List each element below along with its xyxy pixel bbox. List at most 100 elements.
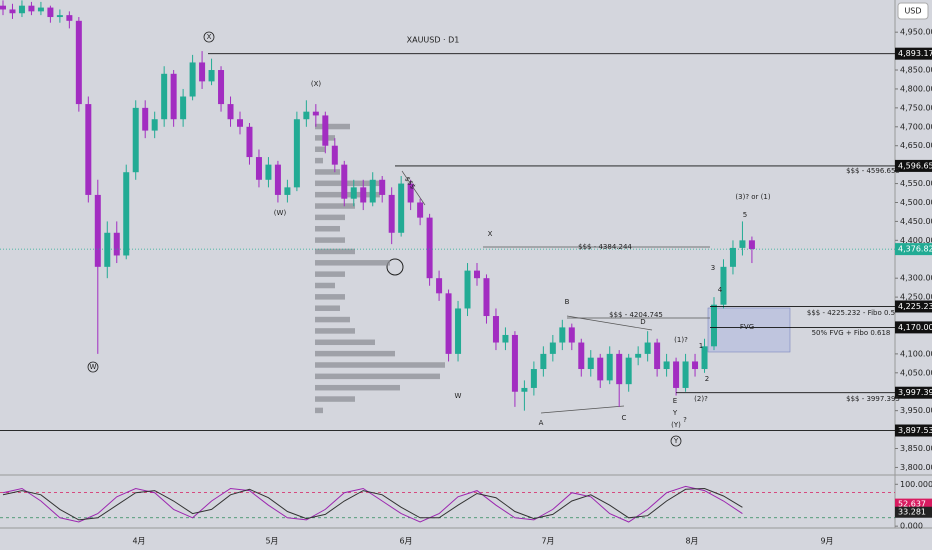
candle-body: [331, 145, 338, 165]
oscillator-tag: [895, 498, 932, 510]
candle-body: [180, 96, 187, 120]
candle-body: [28, 5, 35, 12]
volume-profile-bar: [315, 305, 340, 311]
x-tick-label: 8月: [685, 537, 698, 546]
volume-profile-bar: [315, 248, 355, 255]
volume-profile-bar: [315, 123, 350, 130]
currency[interactable]: USD: [904, 7, 921, 16]
annotation: FVG: [740, 323, 754, 331]
candle-body: [0, 5, 6, 10]
annotation: $$$ - 4596.655: [846, 167, 900, 175]
candle-body: [85, 104, 92, 195]
level-label: 3,997.395: [898, 388, 932, 397]
annotation: C: [622, 414, 627, 422]
candle-body: [312, 111, 319, 116]
y-tick-label: 4,550.000: [900, 179, 932, 188]
level-tag: [895, 424, 932, 437]
volume-profile-bar: [315, 157, 323, 164]
annotation: 2: [705, 375, 709, 383]
volume-profile-bar: [315, 191, 380, 198]
candle-body: [255, 157, 262, 180]
candle-body: [445, 293, 452, 354]
wave-circle: [670, 435, 682, 447]
annotation: A: [539, 419, 544, 427]
volume-profile-bar: [315, 214, 345, 221]
y-tick-label: 4,950.000: [900, 28, 932, 37]
volume-profile-bar: [315, 316, 350, 323]
candle-body: [663, 361, 670, 370]
volume-profile-bar: [315, 180, 385, 187]
candle-body: [322, 115, 329, 146]
candle-body: [123, 172, 130, 256]
candle-body: [568, 327, 575, 343]
x-tick-label: 4月: [132, 537, 145, 546]
candle-body: [66, 15, 73, 21]
candle-body: [673, 361, 680, 388]
y-tick-label: 3,800.000: [900, 463, 932, 472]
y-tick-label: 3,950.000: [900, 406, 932, 415]
oscillator-label: 33.281: [898, 508, 926, 517]
candle-body: [284, 187, 291, 195]
volume-profile-bar: [315, 260, 390, 266]
y-tick-label: 4,500.000: [900, 198, 932, 207]
candle-body: [237, 119, 243, 127]
candle-body: [303, 111, 310, 120]
candle-body: [293, 119, 300, 188]
candle-body: [37, 7, 44, 12]
candle-body: [540, 353, 547, 370]
fvg-box: [707, 307, 791, 353]
candle-body: [455, 308, 462, 354]
volume-profile-bar: [315, 237, 345, 243]
candle-body: [388, 194, 395, 233]
candle-body: [559, 327, 566, 343]
candle-body: [56, 15, 63, 18]
volume-profile-bar: [315, 328, 355, 334]
x-tick-label: 6月: [399, 537, 412, 546]
annotation: W: [455, 392, 462, 400]
volume-profile-bar: [315, 225, 340, 232]
level-tag: [895, 300, 932, 313]
volume-profile-bar: [315, 339, 375, 346]
volume-profile-bar: [315, 169, 340, 175]
candle-body: [692, 361, 699, 370]
candle-body: [739, 240, 746, 248]
volume-profile-bar: [315, 350, 395, 357]
oscillator-line: [2, 487, 743, 521]
candle-body: [350, 187, 357, 199]
y-tick-label: 4,800.000: [900, 84, 932, 93]
level-label: 4,596.655: [898, 161, 932, 170]
annotation: (1)?: [674, 336, 688, 344]
y-tick-label: 4,650.000: [900, 141, 932, 150]
oscillator-label: 52.637: [898, 500, 926, 509]
candle-body: [151, 119, 158, 131]
candle-body: [47, 7, 54, 18]
candle-body: [199, 62, 206, 82]
annotation: $$$ - 3997.395: [846, 395, 900, 403]
annotation: Y: [672, 409, 678, 417]
candle-body: [426, 217, 433, 279]
currency-button[interactable]: [897, 2, 929, 20]
candle-body: [369, 179, 376, 203]
last-price-label: 4,376.820: [898, 245, 932, 254]
highlight-circle: [386, 258, 404, 276]
annotation: 4: [718, 286, 723, 294]
x-tick-label: 7月: [541, 537, 554, 546]
volume-profile-bar: [315, 271, 345, 277]
candle-body: [606, 353, 613, 381]
annotation: (W): [274, 209, 287, 217]
level-tag: [895, 47, 932, 60]
level-label: 3,897.534: [898, 426, 932, 435]
annotation: W: [90, 363, 97, 371]
candle-body: [161, 73, 168, 120]
candle-body: [436, 278, 443, 294]
candle-body: [644, 342, 651, 354]
candle-body: [502, 334, 509, 343]
candle-body: [170, 73, 177, 120]
annotation: D: [640, 318, 645, 326]
oscillator-tag: [895, 506, 932, 518]
candle-body: [625, 357, 632, 385]
y-tick-label: 4,850.000: [900, 66, 932, 75]
oscillator-line: [2, 485, 743, 523]
y-tick-label: 4,050.000: [900, 368, 932, 377]
